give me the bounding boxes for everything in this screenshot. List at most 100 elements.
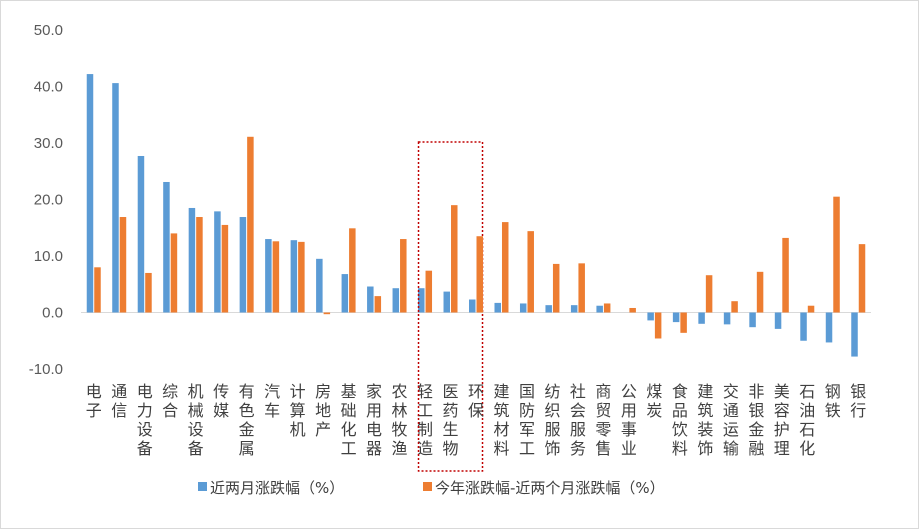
category-label: 公用事业 bbox=[621, 382, 637, 458]
y-tick-label: 10.0 bbox=[34, 248, 63, 265]
bar-ytd-minus-two-month bbox=[629, 307, 636, 313]
category-label: 美容护理 bbox=[774, 382, 790, 458]
bar-ytd-minus-two-month bbox=[400, 239, 407, 313]
category-label: 医药生物 bbox=[443, 382, 459, 458]
y-tick-label: 40.0 bbox=[34, 79, 63, 96]
bar-two-month bbox=[341, 274, 349, 313]
category-label: 机械设备 bbox=[188, 382, 204, 458]
bar-two-month bbox=[825, 312, 833, 343]
category-label: 煤炭 bbox=[646, 382, 662, 420]
bar-ytd-minus-two-month bbox=[170, 233, 178, 313]
bar-ytd-minus-two-month bbox=[298, 241, 305, 313]
bar-ytd-minus-two-month bbox=[501, 222, 509, 313]
bar-ytd-minus-two-month bbox=[578, 263, 585, 313]
category-label: 环保 bbox=[468, 382, 484, 420]
bar-two-month bbox=[316, 258, 323, 313]
bar-two-month bbox=[749, 312, 756, 328]
bar-ytd-minus-two-month bbox=[145, 272, 152, 313]
bar-ytd-minus-two-month bbox=[680, 312, 687, 333]
bar-two-month bbox=[163, 181, 170, 313]
category-label: 非银金融 bbox=[748, 382, 764, 458]
bar-ytd-minus-two-month bbox=[654, 312, 662, 339]
bar-ytd-minus-two-month bbox=[196, 217, 203, 313]
bar-ytd-minus-two-month bbox=[782, 237, 789, 313]
bar-two-month bbox=[137, 155, 145, 313]
category-label: 计算机 bbox=[290, 382, 306, 439]
bar-two-month bbox=[545, 305, 552, 313]
bar-ytd-minus-two-month bbox=[272, 241, 280, 313]
bar-ytd-minus-two-month bbox=[552, 263, 560, 313]
bar-two-month bbox=[265, 239, 272, 313]
category-label: 基础化工 bbox=[341, 382, 357, 458]
bar-two-month bbox=[214, 211, 221, 313]
category-label: 通信 bbox=[111, 382, 127, 420]
bar-two-month bbox=[494, 302, 501, 313]
y-tick-label: -10.0 bbox=[29, 361, 63, 378]
category-label: 石油石化 bbox=[799, 382, 815, 458]
bar-ytd-minus-two-month bbox=[247, 136, 254, 313]
bar-ytd-minus-two-month bbox=[807, 305, 815, 313]
bar-two-month bbox=[723, 312, 731, 325]
category-label: 综合 bbox=[162, 382, 178, 420]
bar-two-month bbox=[800, 312, 807, 341]
bar-two-month bbox=[443, 291, 451, 313]
category-label: 社会服务 bbox=[570, 382, 586, 458]
bar-ytd-minus-two-month bbox=[705, 275, 713, 313]
bar-two-month bbox=[367, 286, 374, 313]
bar-ytd-minus-two-month bbox=[833, 196, 840, 313]
bar-ytd-minus-two-month bbox=[221, 224, 229, 313]
bar-ytd-minus-two-month bbox=[756, 271, 764, 313]
bar-two-month bbox=[851, 312, 858, 357]
bar-ytd-minus-two-month bbox=[858, 244, 866, 313]
bar-two-month bbox=[469, 299, 476, 313]
bar-two-month bbox=[86, 74, 94, 313]
bar-ytd-minus-two-month bbox=[323, 312, 331, 315]
y-tick-label: 0.0 bbox=[42, 305, 63, 322]
bar-two-month bbox=[672, 312, 680, 323]
category-label: 农林牧渔 bbox=[392, 382, 408, 458]
category-label: 建筑材料 bbox=[493, 382, 509, 458]
bar-ytd-minus-two-month bbox=[119, 217, 127, 313]
category-label: 房地产 bbox=[315, 382, 331, 439]
category-label: 钢铁 bbox=[825, 382, 841, 420]
bar-ytd-minus-two-month bbox=[451, 205, 458, 313]
category-label: 建筑装饰 bbox=[697, 382, 713, 458]
category-label: 电子 bbox=[86, 382, 102, 420]
bar-two-month bbox=[239, 217, 247, 313]
category-label: 交通运输 bbox=[723, 382, 739, 458]
bar-two-month bbox=[596, 305, 603, 313]
bar-ytd-minus-two-month bbox=[349, 228, 356, 313]
category-label: 电力设备 bbox=[137, 382, 153, 458]
category-label: 银行 bbox=[850, 382, 866, 420]
bar-ytd-minus-two-month bbox=[603, 303, 611, 313]
legend-label-ytd-minus-two-month: 今年涨跌幅-近两个月涨跌幅（%） bbox=[435, 479, 665, 497]
bar-two-month bbox=[519, 303, 527, 313]
bar-ytd-minus-two-month bbox=[731, 301, 738, 313]
bar-two-month bbox=[188, 207, 196, 313]
bar-two-month bbox=[418, 288, 425, 313]
y-tick-label: 50.0 bbox=[34, 22, 63, 39]
bar-two-month bbox=[570, 305, 578, 313]
bar-two-month bbox=[774, 312, 782, 329]
y-tick-label: 30.0 bbox=[34, 135, 63, 152]
bar-ytd-minus-two-month bbox=[425, 270, 433, 313]
bar-two-month bbox=[392, 288, 400, 313]
legend-swatch-ytd-minus-two-month bbox=[423, 482, 432, 491]
bar-two-month bbox=[112, 83, 119, 313]
bar-ytd-minus-two-month bbox=[527, 231, 534, 313]
bar-two-month bbox=[647, 312, 654, 321]
category-label: 国防军工 bbox=[519, 382, 535, 458]
bar-ytd-minus-two-month bbox=[94, 267, 101, 313]
bar-two-month bbox=[698, 312, 705, 324]
category-label: 有色金属 bbox=[239, 382, 255, 458]
category-label: 食品饮料 bbox=[672, 382, 688, 458]
bar-two-month bbox=[290, 240, 298, 313]
category-label: 传媒 bbox=[213, 382, 229, 420]
bar-ytd-minus-two-month bbox=[476, 236, 483, 313]
y-tick-label: 20.0 bbox=[34, 192, 63, 209]
category-label: 商贸零售 bbox=[595, 382, 611, 458]
category-label: 轻工制造 bbox=[417, 382, 433, 458]
bar-ytd-minus-two-month bbox=[374, 296, 382, 313]
